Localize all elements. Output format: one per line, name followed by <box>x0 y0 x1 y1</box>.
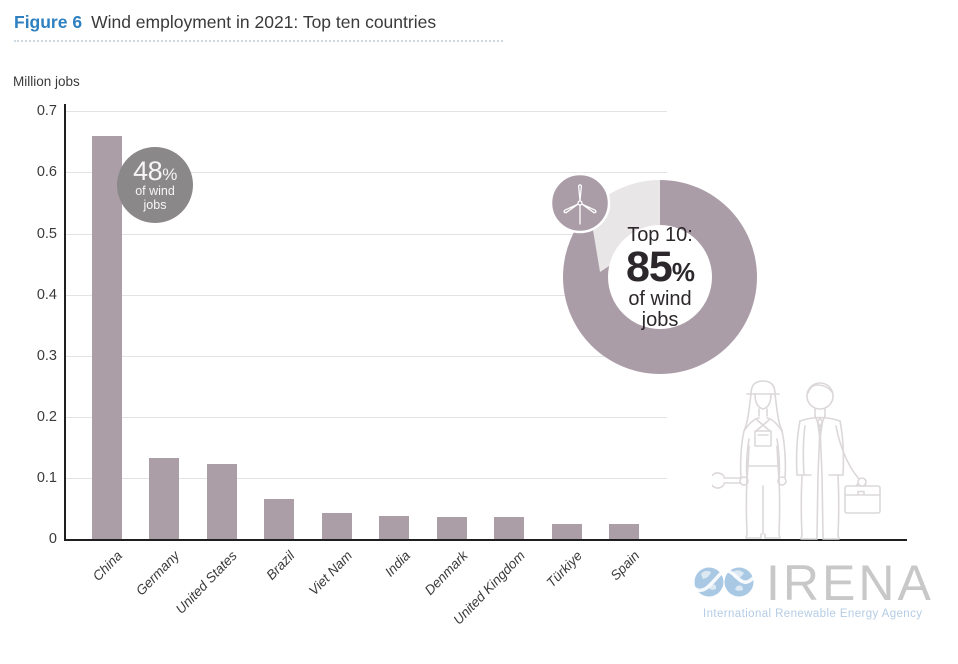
y-tick-label: 0.2 <box>36 408 57 425</box>
badge-value-number: 48 <box>133 155 163 186</box>
china-share-badge: 48% of wind jobs <box>117 147 193 223</box>
x-axis-label: China <box>89 548 126 584</box>
workers-illustration <box>712 380 881 540</box>
bar-brazil <box>264 499 294 539</box>
irena-logo-subtitle: International Renewable Energy Agency <box>703 608 923 620</box>
y-tick-label: 0.5 <box>36 225 57 242</box>
badge-value: 48% <box>133 155 177 186</box>
gridline <box>66 233 667 235</box>
donut-line3: jobs <box>641 308 679 331</box>
donut-center-label: Top 10: 85% of wind jobs <box>608 224 712 331</box>
gridline <box>66 172 667 174</box>
bar-india <box>379 516 409 539</box>
bar-united-states <box>206 464 237 539</box>
bar-viet-nam <box>321 513 352 539</box>
irena-logo-text: IRENA <box>766 555 934 611</box>
bar-türkiye <box>551 524 582 539</box>
x-axis-label: Denmark <box>421 548 471 598</box>
bar-united-kingdom <box>494 517 524 539</box>
title-separator <box>14 40 503 42</box>
x-axis-label: Spain <box>608 548 643 584</box>
donut-line2: of wind <box>628 288 692 311</box>
wind-turbine-icon <box>549 172 611 234</box>
bar-china <box>91 136 122 539</box>
x-axis-label: Brazil <box>263 548 298 583</box>
donut-percent-sign: % <box>671 257 695 288</box>
donut-top-text: Top 10: <box>627 224 693 247</box>
y-tick-label: 0.1 <box>36 469 57 486</box>
gridline <box>66 355 667 357</box>
x-axis-label: United States <box>173 548 241 617</box>
y-tick-label: 0.4 <box>36 286 57 303</box>
y-tick-label: 0 <box>48 531 57 547</box>
irena-globes-icon <box>692 567 758 597</box>
bar-denmark <box>436 517 467 539</box>
figure-title-text: Wind employment in 2021: Top ten countri… <box>91 12 437 32</box>
y-tick-label: 0.6 <box>36 164 57 181</box>
x-axis-label: India <box>381 548 413 580</box>
bar-germany <box>149 458 179 539</box>
gridline <box>66 416 667 418</box>
badge-percent-sign: % <box>162 164 177 184</box>
donut-value: 85% <box>626 243 695 292</box>
badge-line2: of wind <box>135 183 175 198</box>
y-axis-unit-label: Million jobs <box>13 74 80 89</box>
y-axis-line <box>64 104 66 541</box>
x-axis-line <box>64 539 907 541</box>
y-tick-label: 0.3 <box>36 347 57 364</box>
x-axis-label: Viet Nam <box>306 548 356 599</box>
figure-number: Figure 6 <box>14 12 83 32</box>
donut-value-number: 85 <box>626 243 673 292</box>
gridline <box>66 477 667 479</box>
gridline <box>66 294 667 296</box>
x-axis-label: Germany <box>133 548 183 599</box>
bar-spain <box>609 524 639 539</box>
y-tick-label: 0.7 <box>36 103 57 120</box>
badge-line3: jobs <box>143 197 167 212</box>
x-axis-label: Türkiye <box>543 548 586 591</box>
figure-title: Figure 6 Wind employment in 2021: Top ten… <box>14 12 436 33</box>
gridline <box>66 111 667 113</box>
